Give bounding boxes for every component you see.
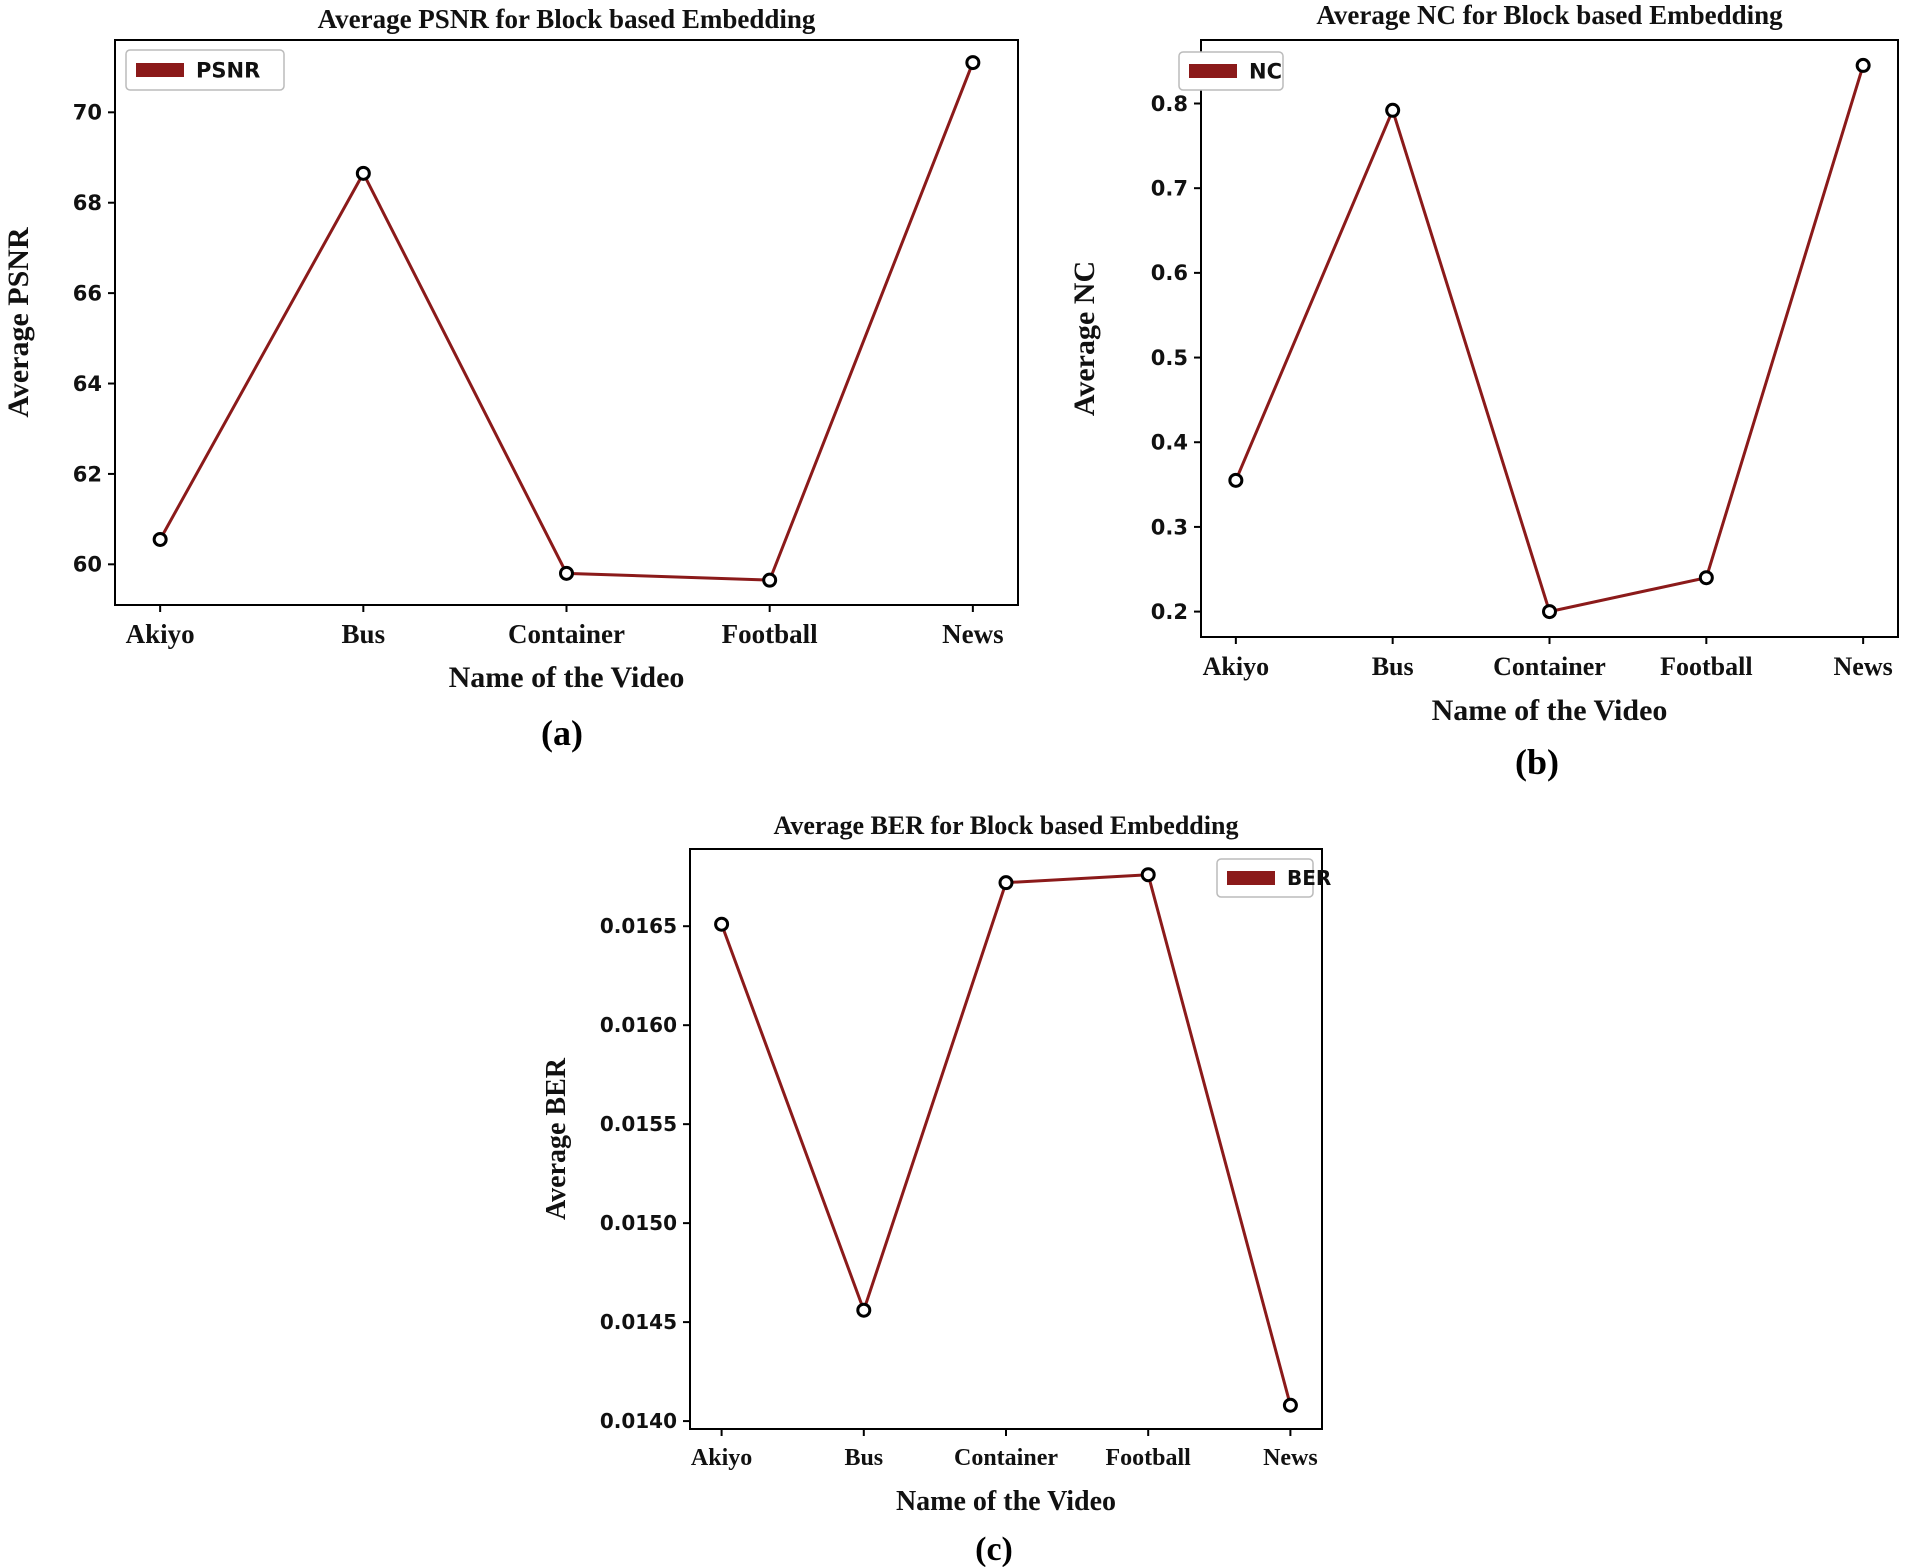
- x-tick-label: News: [942, 619, 1004, 649]
- data-point-Football: [762, 572, 778, 588]
- y-tick-label: 0.0160: [600, 1013, 677, 1037]
- y-tick-label: 64: [73, 372, 102, 396]
- data-point-Akiyo: [714, 916, 730, 932]
- series-line-PSNR: [158, 62, 975, 582]
- y-tick-label: 66: [73, 281, 102, 305]
- data-point-Container: [998, 875, 1014, 891]
- series-line-NC: [1234, 64, 1865, 614]
- x-tick-label: Akiyo: [691, 1445, 752, 1471]
- y-tick-label: 0.8: [1151, 92, 1188, 116]
- y-tick-label: 0.0140: [600, 1409, 677, 1433]
- legend-label: NC: [1249, 60, 1282, 84]
- plot-frame: [1200, 39, 1899, 638]
- legend-box: [125, 49, 285, 91]
- x-tick-label: Akiyo: [1203, 652, 1269, 681]
- y-tick-label: 0.0165: [600, 914, 677, 938]
- chart-panel-2: Average BER for Block based Embedding 0.0…: [541, 811, 1331, 1567]
- legend-swatch: [1227, 871, 1275, 885]
- panel-caption: (c): [975, 1531, 1013, 1567]
- data-point-Akiyo: [1228, 472, 1244, 488]
- x-tick-label: Container: [508, 619, 625, 649]
- x-axis-label: Name of the Video: [1432, 694, 1668, 727]
- legend-swatch: [1189, 64, 1237, 78]
- x-tick-label: Container: [954, 1445, 1058, 1471]
- legend: BER: [1216, 858, 1331, 898]
- x-tick-label: Bus: [844, 1445, 883, 1471]
- x-tick-label: News: [1263, 1445, 1318, 1471]
- data-point-Bus: [355, 165, 371, 181]
- data-point-Bus: [856, 1302, 872, 1318]
- legend: PSNR: [125, 49, 285, 91]
- y-tick-label: 0.7: [1151, 177, 1188, 201]
- x-tick-label: Bus: [1372, 652, 1414, 681]
- panel-caption: (b): [1515, 742, 1559, 782]
- chart-panel-0: Average PSNR for Block based Embedding 60…: [2, 4, 1019, 753]
- data-point-Football: [1140, 867, 1156, 883]
- y-tick-label: 60: [73, 553, 102, 577]
- chart-title: Average NC for Block based Embedding: [1316, 0, 1783, 30]
- data-point-Container: [1542, 604, 1557, 620]
- x-axis-label: Name of the Video: [896, 1486, 1116, 1517]
- series-line-BER: [720, 873, 1292, 1406]
- data-point-News: [1855, 57, 1871, 73]
- x-tick-label: Bus: [342, 619, 386, 649]
- x-tick-label: Football: [722, 619, 819, 649]
- y-tick-label: 0.0155: [600, 1112, 677, 1136]
- chart-title: Average BER for Block based Embedding: [774, 811, 1239, 840]
- y-tick-label: 0.2: [1151, 600, 1188, 624]
- x-tick-label: News: [1834, 652, 1893, 681]
- y-axis-label: Average BER: [541, 1057, 572, 1220]
- chart-panel-1: Average NC for Block based Embedding 0.2 0…: [1068, 0, 1899, 782]
- y-axis-label: Average PSNR: [2, 227, 35, 418]
- data-point-Akiyo: [152, 531, 168, 547]
- plot-frame: [114, 39, 1019, 606]
- x-tick-label: Football: [1106, 1445, 1192, 1471]
- y-tick-label: 68: [73, 191, 102, 215]
- x-tick-label: Football: [1660, 652, 1752, 681]
- legend-label: BER: [1287, 866, 1331, 890]
- y-tick-label: 0.3: [1151, 515, 1188, 539]
- y-tick-label: 0.5: [1151, 346, 1188, 370]
- legend-label: PSNR: [196, 59, 260, 83]
- y-tick-label: 0.0145: [600, 1310, 677, 1334]
- data-point-Football: [1698, 570, 1714, 586]
- y-tick-label: 62: [73, 462, 102, 486]
- y-axis-label: Average NC: [1068, 261, 1101, 416]
- y-tick-label: 70: [73, 101, 102, 125]
- y-tick-label: 0.4: [1151, 431, 1188, 455]
- legend: NC: [1178, 51, 1284, 91]
- data-point-Container: [559, 565, 574, 581]
- data-point-Bus: [1385, 102, 1401, 118]
- plot-frame: [689, 848, 1323, 1430]
- panel-caption: (a): [541, 713, 583, 753]
- x-tick-label: Akiyo: [126, 619, 195, 649]
- x-axis-label: Name of the Video: [449, 661, 685, 694]
- y-tick-label: 0.0150: [600, 1211, 677, 1235]
- y-tick-label: 0.6: [1151, 261, 1188, 285]
- data-point-News: [965, 55, 981, 71]
- legend-swatch: [136, 63, 184, 77]
- data-point-News: [1282, 1397, 1298, 1413]
- chart-title: Average PSNR for Block based Embedding: [318, 4, 816, 34]
- x-tick-label: Container: [1493, 652, 1606, 681]
